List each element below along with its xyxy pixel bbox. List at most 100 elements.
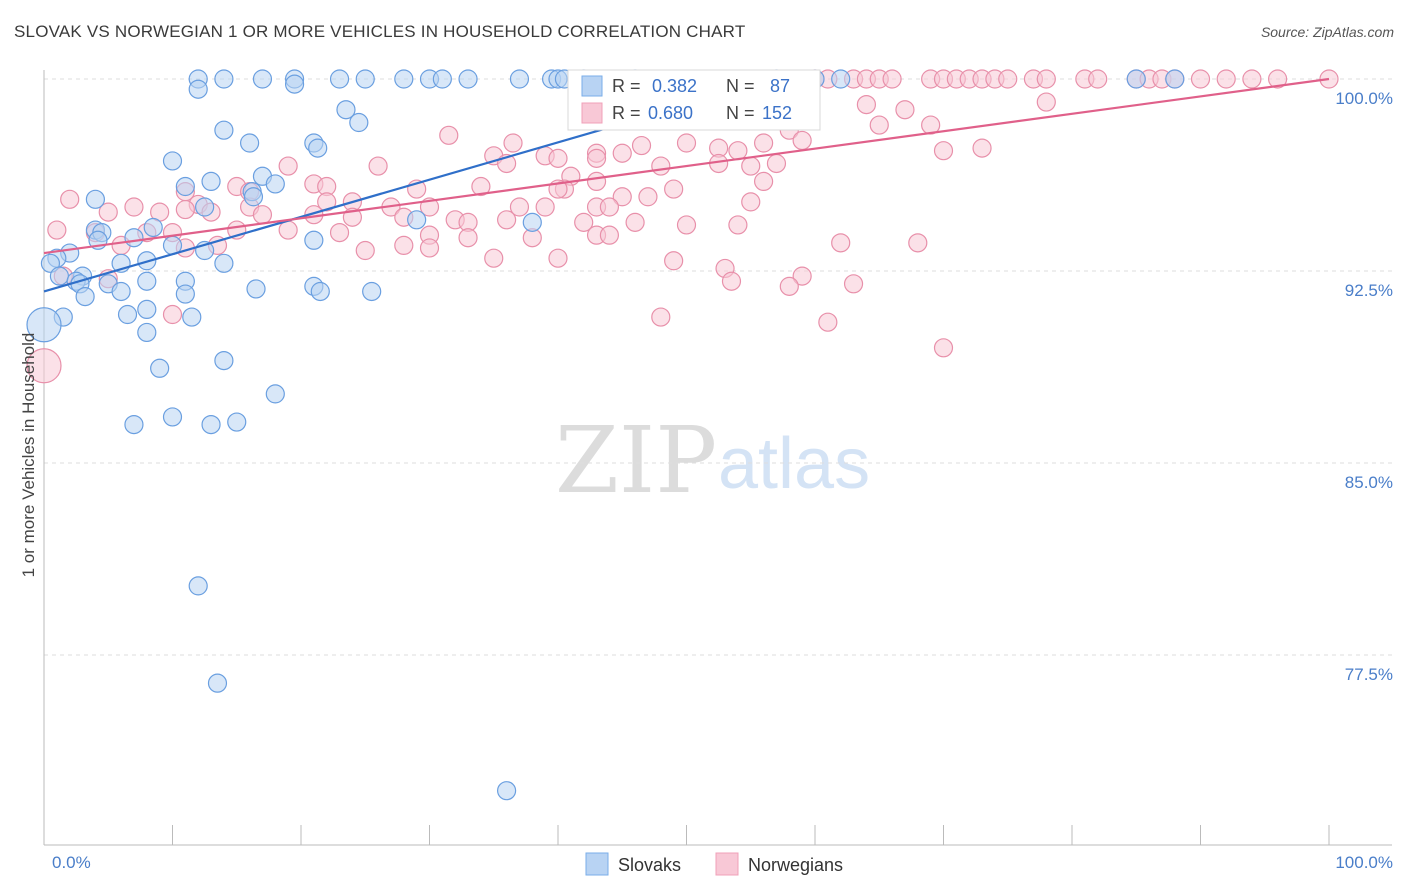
- slovak-point: [304, 230, 324, 250]
- slovak-point: [175, 176, 195, 197]
- slovak-point: [137, 299, 157, 319]
- norwegian-point: [484, 248, 504, 268]
- slovak-point: [329, 69, 350, 89]
- norwegian-point: [497, 210, 517, 230]
- slovak-point: [124, 415, 144, 435]
- norwegian-point: [728, 141, 748, 161]
- norwegian-point: [651, 307, 671, 327]
- x-tick-label-min: 0.0%: [52, 853, 91, 872]
- norwegian-point: [766, 153, 787, 174]
- slovak-point: [162, 407, 183, 427]
- norwegian-point: [586, 171, 607, 191]
- norwegian-point: [1036, 92, 1056, 112]
- slovak-point: [85, 189, 106, 209]
- norwegian-point: [721, 271, 742, 291]
- x-tick-label-max: 100.0%: [1335, 853, 1393, 872]
- slovak-point: [227, 412, 247, 432]
- norwegian-point: [741, 156, 761, 176]
- series-legend: Slovaks Norwegians: [585, 852, 843, 876]
- legend-swatch-slovaks: [581, 75, 603, 97]
- slovak-point: [265, 174, 285, 194]
- norwegian-point: [631, 135, 652, 156]
- norwegian-point: [612, 187, 632, 207]
- slovak-point: [308, 138, 328, 158]
- slovak-point: [362, 281, 382, 302]
- norwegian-point: [586, 148, 607, 168]
- legend-n-value-slovaks: 87: [770, 76, 790, 96]
- norwegian-point: [535, 197, 555, 217]
- norwegian-point: [471, 176, 491, 197]
- norwegian-point: [933, 338, 954, 358]
- norwegian-point: [882, 69, 902, 89]
- norwegian-point: [972, 138, 992, 158]
- slovak-point: [124, 228, 144, 248]
- slovak-point: [246, 279, 266, 299]
- norwegian-point: [329, 223, 350, 243]
- norwegian-point: [612, 143, 632, 163]
- norwegian-point: [252, 205, 273, 225]
- norwegian-point: [175, 199, 195, 220]
- legend-n-label-2: N =: [726, 103, 755, 123]
- slovak-point: [207, 673, 228, 693]
- legend-r-label-2: R =: [612, 103, 641, 123]
- slovak-point: [432, 69, 452, 89]
- x-axis-ticks: [43, 825, 1330, 845]
- slovak-point: [137, 322, 157, 343]
- slovak-point: [394, 69, 414, 89]
- slovak-point: [162, 151, 183, 171]
- norwegian-point: [503, 133, 523, 153]
- norwegian-point: [792, 130, 812, 151]
- slovak-point: [188, 79, 208, 99]
- slovak-point: [336, 100, 356, 120]
- norwegian-point: [98, 202, 118, 222]
- norwegian-point: [831, 233, 851, 253]
- watermark-zip: ZIP: [555, 407, 717, 514]
- y-axis-label: 1 or more Vehicles in Household: [19, 333, 38, 578]
- norwegian-point: [651, 156, 671, 176]
- slovak-point: [349, 112, 369, 133]
- source-label: Source: ZipAtlas.com: [1260, 24, 1394, 40]
- slovak-point: [201, 171, 221, 191]
- norwegian-point: [394, 235, 414, 255]
- slovak-point: [1126, 69, 1146, 89]
- slovak-point: [284, 74, 305, 94]
- slovak-point: [265, 384, 285, 404]
- slovak-point: [355, 69, 375, 89]
- slovak-point: [458, 69, 478, 89]
- norwegian-point: [741, 192, 761, 212]
- norwegian-point: [1190, 69, 1211, 89]
- legend-r-value-norwegians: 0.680: [648, 103, 693, 123]
- slovak-point: [252, 69, 273, 89]
- correlation-legend: R = 0.382 N = 87 R = 0.680 N = 152: [567, 69, 821, 131]
- norwegian-point: [548, 148, 568, 168]
- bottom-legend-swatch-slovaks: [585, 852, 609, 876]
- bottom-legend-label-norwegians: Norwegians: [748, 855, 843, 875]
- norwegian-point: [599, 197, 620, 217]
- norwegian-point: [574, 212, 594, 232]
- norwegian-point: [458, 228, 478, 248]
- norwegian-point: [1036, 69, 1056, 89]
- slovak-point: [522, 212, 542, 232]
- slovak-point: [195, 197, 215, 217]
- slovak-point: [175, 284, 195, 304]
- slovak-point: [407, 210, 427, 230]
- chart-title: SLOVAK VS NORWEGIAN 1 OR MORE VEHICLES I…: [14, 22, 746, 41]
- norwegian-point: [368, 156, 388, 176]
- legend-swatch-norwegians: [581, 102, 603, 124]
- bottom-legend-label-slovaks: Slovaks: [618, 855, 681, 875]
- norwegian-point: [908, 233, 928, 253]
- norwegian-point: [921, 115, 941, 135]
- norwegian-point: [1216, 69, 1236, 89]
- norwegian-point: [779, 276, 799, 296]
- y-tick-label: 77.5%: [1345, 665, 1393, 684]
- norwegian-point: [1267, 69, 1288, 89]
- slovak-point: [201, 415, 221, 435]
- watermark-atlas: atlas: [718, 424, 870, 504]
- slovak-point: [509, 69, 530, 89]
- slovak-point: [150, 358, 170, 378]
- slovak-point: [497, 781, 517, 801]
- slovak-point: [188, 576, 208, 596]
- norwegian-point: [843, 274, 864, 294]
- slovak-point: [243, 187, 264, 207]
